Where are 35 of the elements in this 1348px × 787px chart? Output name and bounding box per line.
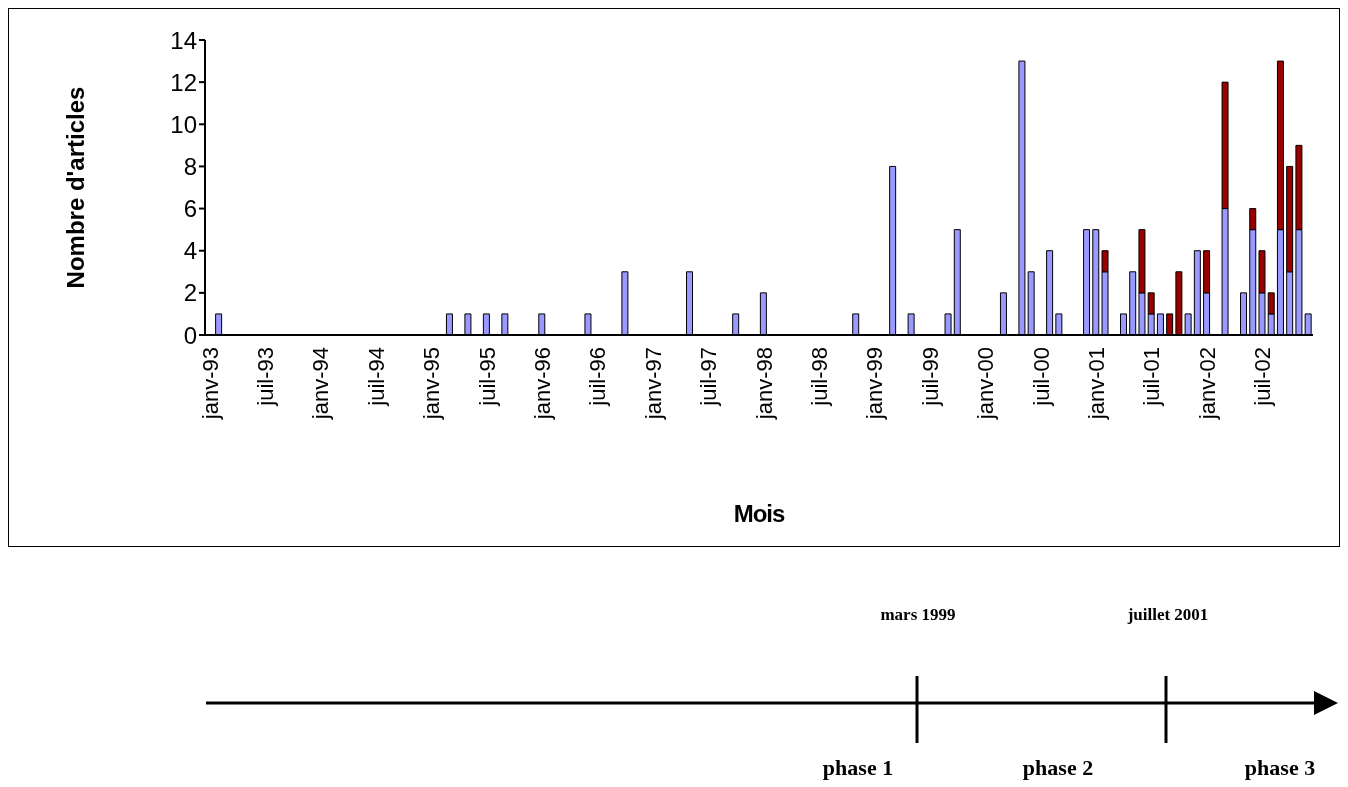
text: phase 3 <box>1244 755 1316 780</box>
text: juillet 2001 <box>1126 605 1209 624</box>
y-axis-title: Nombre d'articles <box>61 86 89 289</box>
x-tick-label: juil-02 <box>1250 347 1276 407</box>
y-tick-label: 14 <box>170 26 197 54</box>
y-tick-label: 6 <box>183 195 197 223</box>
y-tick-label: 0 <box>183 321 197 349</box>
text: phase 1 <box>822 755 894 780</box>
x-tick-label: juil-97 <box>696 347 722 407</box>
x-tick-label: janv-93 <box>197 347 223 421</box>
text: phase 2 <box>1022 755 1094 780</box>
x-tick-label: janv-96 <box>530 347 556 421</box>
y-tick-label: 4 <box>183 237 197 265</box>
x-tick-label: juil-01 <box>1139 347 1165 407</box>
x-tick-label: janv-01 <box>1084 347 1110 421</box>
y-tick-label: 2 <box>183 279 197 307</box>
x-tick-label: janv-00 <box>973 347 999 421</box>
x-tick-label: janv-97 <box>640 347 666 421</box>
x-tick-label: juil-96 <box>585 347 611 407</box>
x-tick-label: janv-98 <box>751 347 777 421</box>
x-tick-label: juil-94 <box>363 347 389 407</box>
x-tick-label: juil-00 <box>1028 347 1054 407</box>
text: mars 1999 <box>880 605 956 624</box>
x-axis-title: Mois <box>733 500 785 528</box>
x-tick-label: juil-99 <box>917 347 943 407</box>
x-tick-label: juil-98 <box>807 347 833 407</box>
y-tick-label: 8 <box>183 152 197 180</box>
x-tick-label: janv-99 <box>862 347 888 421</box>
x-tick-label: juil-95 <box>474 347 500 407</box>
x-tick-label: janv-94 <box>308 347 334 421</box>
y-tick-label: 10 <box>170 110 197 138</box>
x-tick-label: janv-02 <box>1194 347 1220 421</box>
x-tick-label: juil-93 <box>253 347 279 407</box>
y-tick-label: 12 <box>170 68 197 96</box>
x-tick-label: janv-95 <box>419 347 445 421</box>
